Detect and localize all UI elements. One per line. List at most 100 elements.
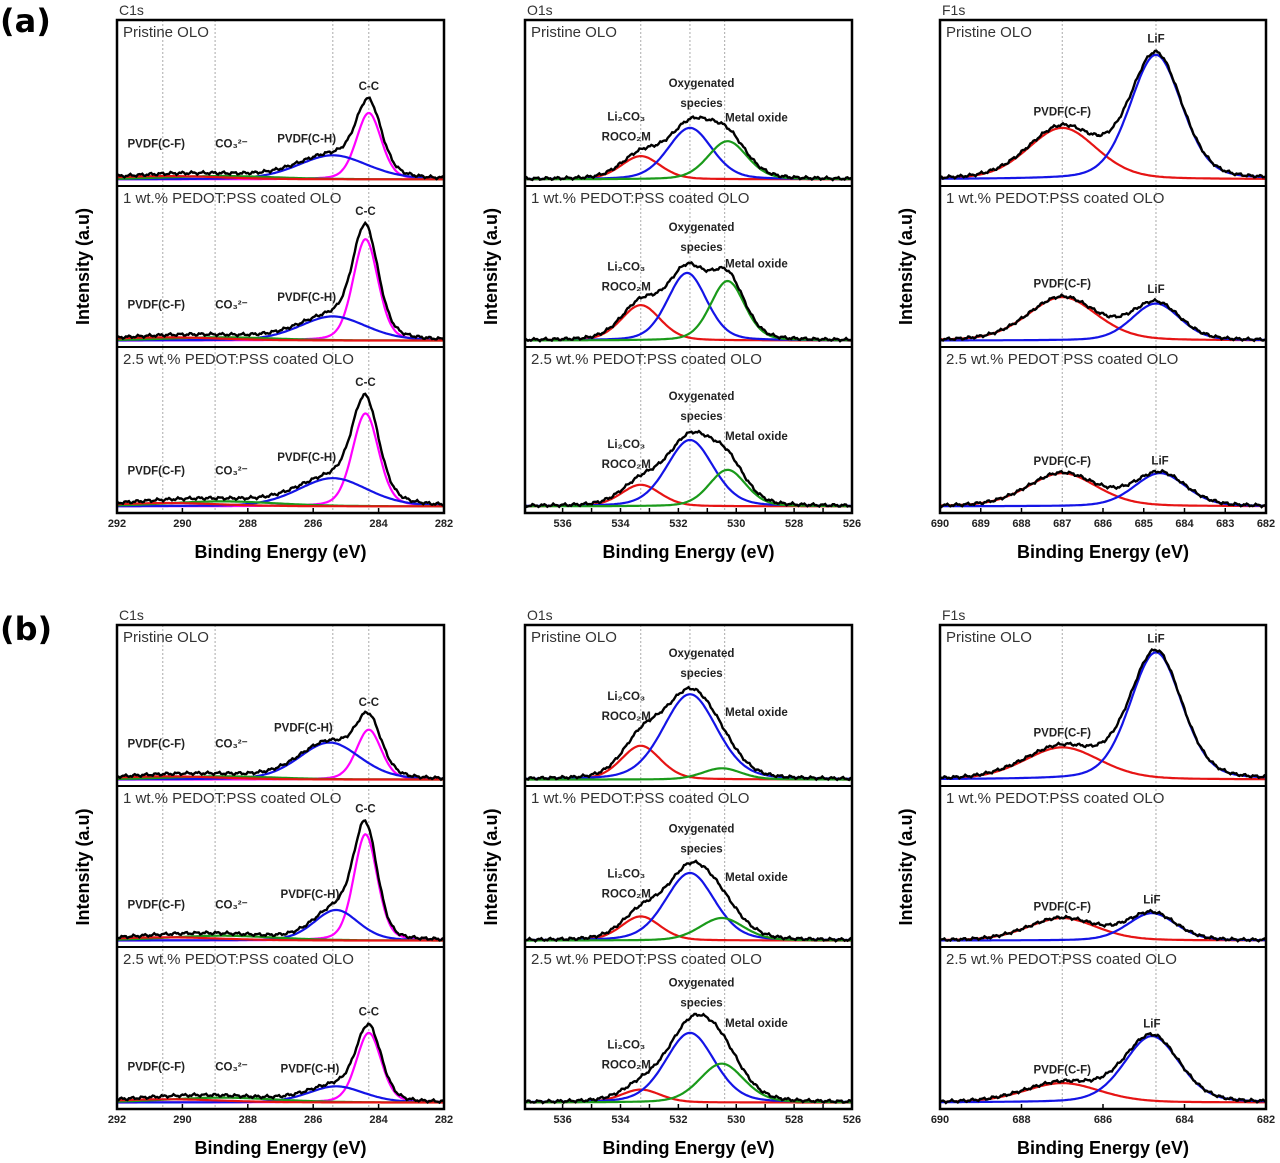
- peak-label: C-C: [355, 206, 375, 218]
- envelope-curve: [939, 908, 1267, 943]
- peak-label: C-C: [355, 377, 375, 389]
- component-curve: [940, 651, 1267, 780]
- component-curve: [525, 279, 852, 342]
- x-tick-label: 288: [239, 518, 257, 530]
- envelope-curve: [116, 96, 445, 181]
- envelope-curve: [524, 115, 853, 182]
- peak-label: species: [680, 668, 722, 680]
- chart-o1s-a: O1s Pristine OLO Li₂CO₃ ROCO₂M Oxygenated spe…: [481, 2, 861, 562]
- peak-label: PVDF(C-H): [281, 1063, 340, 1075]
- x-tick-label: 288: [239, 1114, 257, 1126]
- y-axis-label: Intensity (a.u): [481, 208, 501, 325]
- x-tick-label: 526: [843, 518, 861, 530]
- component-curve: [524, 871, 852, 942]
- component-curve: [117, 775, 444, 781]
- component-curve: [525, 154, 852, 181]
- component-curve: [117, 501, 444, 508]
- peak-label: LiF: [1147, 284, 1164, 296]
- component-curve: [117, 336, 444, 342]
- peak-label: CO₃²⁻: [215, 1062, 247, 1074]
- chart-c1s-b: C1s Pristine OLO C-C PVDF(C-H) CO₃²⁻ PVDF(C-F…: [73, 607, 453, 1158]
- sample-label: 1 wt.% PEDOT:PSS coated OLO: [946, 790, 1164, 807]
- chart-f1s-a: F1s Pristine OLO PVDF(C-F) LiF 1 wt.% PEDOT:…: [896, 2, 1275, 562]
- peak-label: CO₃²⁻: [215, 465, 247, 477]
- peak-label: Li₂CO₃: [607, 691, 645, 703]
- peak-label: PVDF(C-F): [127, 465, 185, 477]
- peak-label: Oxygenated: [669, 391, 735, 403]
- figure-label-a: (a): [0, 2, 51, 40]
- x-tick-label: 290: [173, 1114, 191, 1126]
- peak-label: CO₃²⁻: [215, 138, 247, 150]
- panel-title: C1s: [119, 2, 144, 18]
- peak-label: Li₂CO₃: [607, 1040, 645, 1052]
- panel-title: C1s: [119, 607, 144, 623]
- envelope-curve: [939, 1031, 1267, 1105]
- panel-title: O1s: [527, 2, 553, 18]
- envelope-curve: [524, 859, 853, 943]
- peak-label: ROCO₂M: [602, 459, 651, 471]
- peak-label: PVDF(C-H): [274, 723, 333, 735]
- x-tick-label: 528: [785, 518, 803, 530]
- x-tick-label: 685: [1135, 518, 1153, 530]
- peak-label: species: [680, 843, 722, 855]
- peak-label: PVDF(C-F): [1034, 901, 1092, 913]
- panel-title: F1s: [942, 2, 965, 18]
- y-axis-label: Intensity (a.u): [896, 208, 916, 325]
- peak-label: species: [680, 242, 722, 254]
- component-curve: [116, 1098, 444, 1104]
- peak-label: Li₂CO₃: [607, 868, 645, 880]
- peak-label: ROCO₂M: [602, 132, 651, 144]
- component-curve: [117, 476, 444, 508]
- component-curve: [525, 1031, 852, 1104]
- peak-label: Metal oxide: [725, 872, 788, 884]
- peak-label: PVDF(C-F): [1034, 456, 1092, 468]
- x-tick-label: 687: [1053, 518, 1071, 530]
- component-curve: [116, 154, 444, 181]
- envelope-curve: [524, 685, 853, 782]
- x-axis-label: Binding Energy (eV): [1017, 542, 1189, 562]
- x-tick-label: 686: [1094, 1114, 1112, 1126]
- peak-label: Oxygenated: [669, 978, 735, 990]
- figure-label-b: (b): [0, 610, 52, 648]
- plot-frame: [523, 623, 854, 1111]
- sample-label: 2.5 wt.% PEDOT:PSS coated OLO: [531, 351, 762, 368]
- x-tick-label: 686: [1094, 518, 1112, 530]
- plot-frame: [938, 623, 1268, 1111]
- envelope-curve: [939, 647, 1267, 781]
- peak-label: Oxygenated: [669, 823, 735, 835]
- x-tick-label: 534: [611, 1114, 630, 1126]
- component-curve: [525, 1062, 852, 1104]
- peak-label: Metal oxide: [725, 112, 788, 124]
- peak-label: Metal oxide: [725, 707, 788, 719]
- x-tick-label: 690: [931, 1114, 949, 1126]
- sample-label: 2.5 wt.% PEDOT PSS coated OLO: [946, 351, 1178, 368]
- sample-label: Pristine OLO: [531, 629, 617, 646]
- plot-frame: [938, 18, 1268, 515]
- sample-label: 2.5 wt.% PEDOT:PSS coated OLO: [123, 951, 354, 968]
- envelope-curve: [116, 710, 444, 782]
- peak-label: PVDF(C-F): [127, 138, 185, 150]
- peak-label: LiF: [1147, 34, 1164, 46]
- envelope-curve: [116, 1022, 445, 1105]
- chart-c1s-a: C1s Pristine OLO C-C PVDF(C-H) CO₃²⁻ PVDF(C-F…: [73, 2, 453, 562]
- component-curve: [940, 912, 1267, 942]
- peak-label: Metal oxide: [725, 431, 788, 443]
- y-axis-label: Intensity (a.u): [481, 808, 501, 925]
- component-curve: [525, 767, 852, 781]
- peak-label: Metal oxide: [725, 259, 788, 271]
- sample-label: Pristine OLO: [946, 629, 1032, 646]
- x-tick-label: 684: [1175, 518, 1194, 530]
- x-tick-label: 682: [1257, 1114, 1275, 1126]
- peak-label: ROCO₂M: [602, 888, 651, 900]
- envelope-curve: [116, 392, 445, 507]
- component-curve: [525, 915, 852, 942]
- plot-frame: [115, 18, 446, 515]
- peak-label: Oxygenated: [669, 222, 735, 234]
- x-axis-label: Binding Energy (eV): [602, 1138, 774, 1158]
- peak-label: Oxygenated: [669, 648, 735, 660]
- peak-label: species: [680, 998, 722, 1010]
- component-curve: [525, 468, 852, 508]
- peak-label: LiF: [1143, 1018, 1160, 1030]
- sample-label: 2.5 wt.% PEDOT:PSS coated OLO: [531, 951, 762, 968]
